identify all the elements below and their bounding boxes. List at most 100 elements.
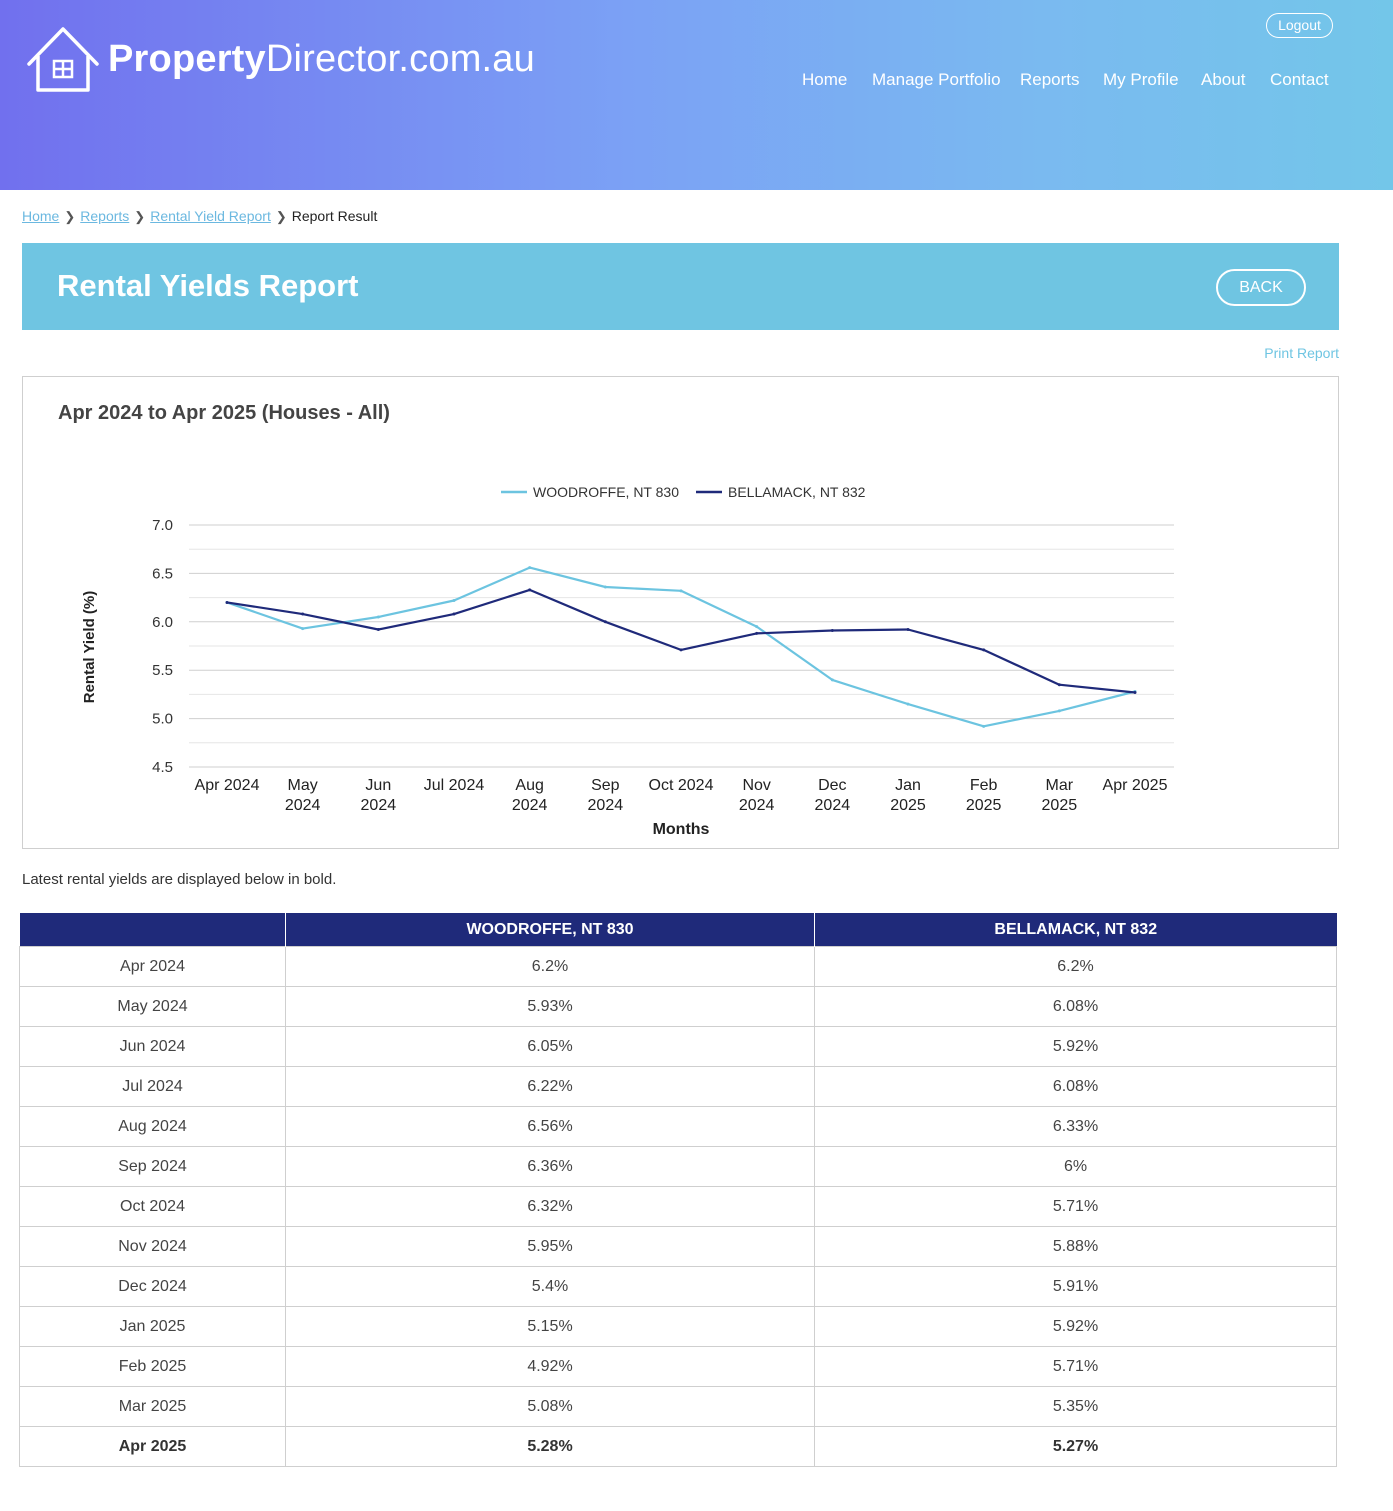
- x-axis-title: Months: [653, 821, 710, 838]
- logout-button[interactable]: Logout: [1266, 13, 1333, 38]
- cell-woodroffe: 6.22%: [285, 1066, 815, 1107]
- table-row: Sep 2024 6.36% 6%: [19, 1146, 1337, 1187]
- data-point: [301, 627, 305, 631]
- x-tick-label: 2024: [285, 797, 321, 814]
- cell-month: May 2024: [19, 986, 286, 1027]
- cell-month: Mar 2025: [19, 1386, 286, 1427]
- back-button[interactable]: BACK: [1216, 269, 1306, 306]
- cell-month: Nov 2024: [19, 1226, 286, 1267]
- nav-about[interactable]: About: [1201, 70, 1246, 89]
- data-point: [679, 648, 683, 652]
- cell-woodroffe: 6.32%: [285, 1186, 815, 1227]
- x-tick-label: 2024: [588, 797, 624, 814]
- nav-reports[interactable]: Reports: [1020, 70, 1080, 89]
- cell-month: Jul 2024: [19, 1066, 286, 1107]
- table-row: May 2024 5.93% 6.08%: [19, 986, 1337, 1027]
- page-banner: Rental Yields Report BACK: [22, 243, 1339, 330]
- cell-woodroffe: 6.2%: [285, 946, 815, 987]
- table-note: Latest rental yields are displayed below…: [22, 871, 337, 888]
- x-tick-label: 2024: [512, 797, 548, 814]
- data-point: [225, 600, 229, 604]
- y-tick-label: 6.0: [152, 614, 173, 631]
- x-tick-label: Nov: [742, 777, 770, 794]
- cell-woodroffe: 6.36%: [285, 1146, 815, 1187]
- chart-heading: Apr 2024 to Apr 2025 (Houses - All): [58, 402, 390, 424]
- x-tick-label: Dec: [818, 777, 846, 794]
- data-point: [528, 566, 532, 570]
- page-title: Rental Yields Report: [57, 268, 359, 303]
- table-row: Apr 2024 6.2% 6.2%: [19, 946, 1337, 987]
- data-point: [603, 620, 607, 624]
- data-point: [755, 625, 759, 629]
- data-point: [376, 615, 380, 619]
- x-tick-label: Mar: [1046, 777, 1074, 794]
- data-point: [528, 588, 532, 592]
- cell-bellamack: 6.33%: [814, 1106, 1337, 1147]
- cell-bellamack: 5.91%: [814, 1266, 1337, 1307]
- site-header: PropertyDirector.com.au Logout Home Mana…: [0, 0, 1393, 190]
- breadcrumb-home[interactable]: Home: [22, 208, 60, 224]
- data-point: [679, 589, 683, 593]
- chart-panel: Apr 2024 to Apr 2025 (Houses - All) 4.5 5…: [22, 376, 1339, 849]
- breadcrumb-reports[interactable]: Reports: [80, 208, 130, 224]
- cell-woodroffe: 4.92%: [285, 1346, 815, 1387]
- chevron-right-icon: ❯: [275, 209, 287, 224]
- data-point: [452, 599, 456, 603]
- cell-bellamack: 5.71%: [814, 1346, 1337, 1387]
- y-tick-label: 6.5: [152, 565, 173, 582]
- rental-yield-table: WOODROFFE, NT 830 BELLAMACK, NT 832 Apr …: [19, 913, 1337, 1467]
- rental-yield-chart: 4.5 5.0 5.5 6.0 6.5 7.0 Apr 2024 May 2024 Jun 2024…: [81, 484, 1174, 838]
- chevron-right-icon: ❯: [134, 209, 146, 224]
- x-tick-label: Feb: [970, 777, 998, 794]
- nav-my-profile[interactable]: My Profile: [1103, 70, 1179, 89]
- data-point: [982, 724, 986, 728]
- data-point: [830, 678, 834, 682]
- y-axis-title: Rental Yield (%): [81, 591, 98, 704]
- cell-woodroffe: 5.95%: [285, 1226, 815, 1267]
- data-point: [1133, 690, 1137, 694]
- table-row: Oct 2024 6.32% 5.71%: [19, 1186, 1337, 1227]
- data-point: [906, 628, 910, 632]
- cell-woodroffe: 5.08%: [285, 1386, 815, 1427]
- x-tick-label: Aug: [515, 777, 543, 794]
- cell-bellamack: 5.71%: [814, 1186, 1337, 1227]
- cell-month: Jan 2025: [19, 1306, 286, 1347]
- data-point: [906, 702, 910, 706]
- print-report-link[interactable]: Print Report: [1264, 345, 1339, 361]
- data-point: [830, 629, 834, 633]
- x-tick-label: May: [288, 777, 318, 794]
- x-tick-label: 2025: [966, 797, 1002, 814]
- cell-bellamack: 5.92%: [814, 1306, 1337, 1347]
- y-tick-label: 5.0: [152, 711, 173, 728]
- site-logo[interactable]: PropertyDirector.com.au: [26, 26, 535, 96]
- table-row: Jun 2024 6.05% 5.92%: [19, 1026, 1337, 1067]
- nav-home[interactable]: Home: [802, 70, 848, 89]
- table-row: Aug 2024 6.56% 6.33%: [19, 1106, 1337, 1147]
- cell-bellamack: 6.2%: [814, 946, 1337, 987]
- nav-contact[interactable]: Contact: [1270, 70, 1329, 89]
- table-row: Jul 2024 6.22% 6.08%: [19, 1066, 1337, 1107]
- legend-label: BELLAMACK, NT 832: [728, 484, 866, 500]
- y-tick-label: 4.5: [152, 759, 173, 776]
- breadcrumb-rental-yield-report[interactable]: Rental Yield Report: [150, 208, 271, 224]
- data-point: [755, 631, 759, 635]
- table-row: Mar 2025 5.08% 5.35%: [19, 1386, 1337, 1427]
- cell-month: Jun 2024: [19, 1026, 286, 1067]
- data-point: [301, 612, 305, 616]
- cell-bellamack: 5.27%: [814, 1426, 1337, 1467]
- y-tick-label: 7.0: [152, 517, 173, 534]
- series-line: [226, 588, 1136, 694]
- breadcrumb-current: Report Result: [291, 208, 378, 224]
- x-tick-label: Apr 2024: [195, 777, 260, 794]
- nav-manage-portfolio[interactable]: Manage Portfolio: [872, 70, 1001, 89]
- x-tick-label: Oct 2024: [649, 777, 714, 794]
- legend-label: WOODROFFE, NT 830: [533, 484, 679, 500]
- table-row: Dec 2024 5.4% 5.91%: [19, 1266, 1337, 1307]
- cell-month: Oct 2024: [19, 1186, 286, 1227]
- x-tick-label: 2024: [361, 797, 397, 814]
- data-point: [603, 585, 607, 589]
- cell-bellamack: 6.08%: [814, 986, 1337, 1027]
- x-tick-label: Jan: [895, 777, 921, 794]
- data-point: [376, 628, 380, 632]
- cell-bellamack: 5.88%: [814, 1226, 1337, 1267]
